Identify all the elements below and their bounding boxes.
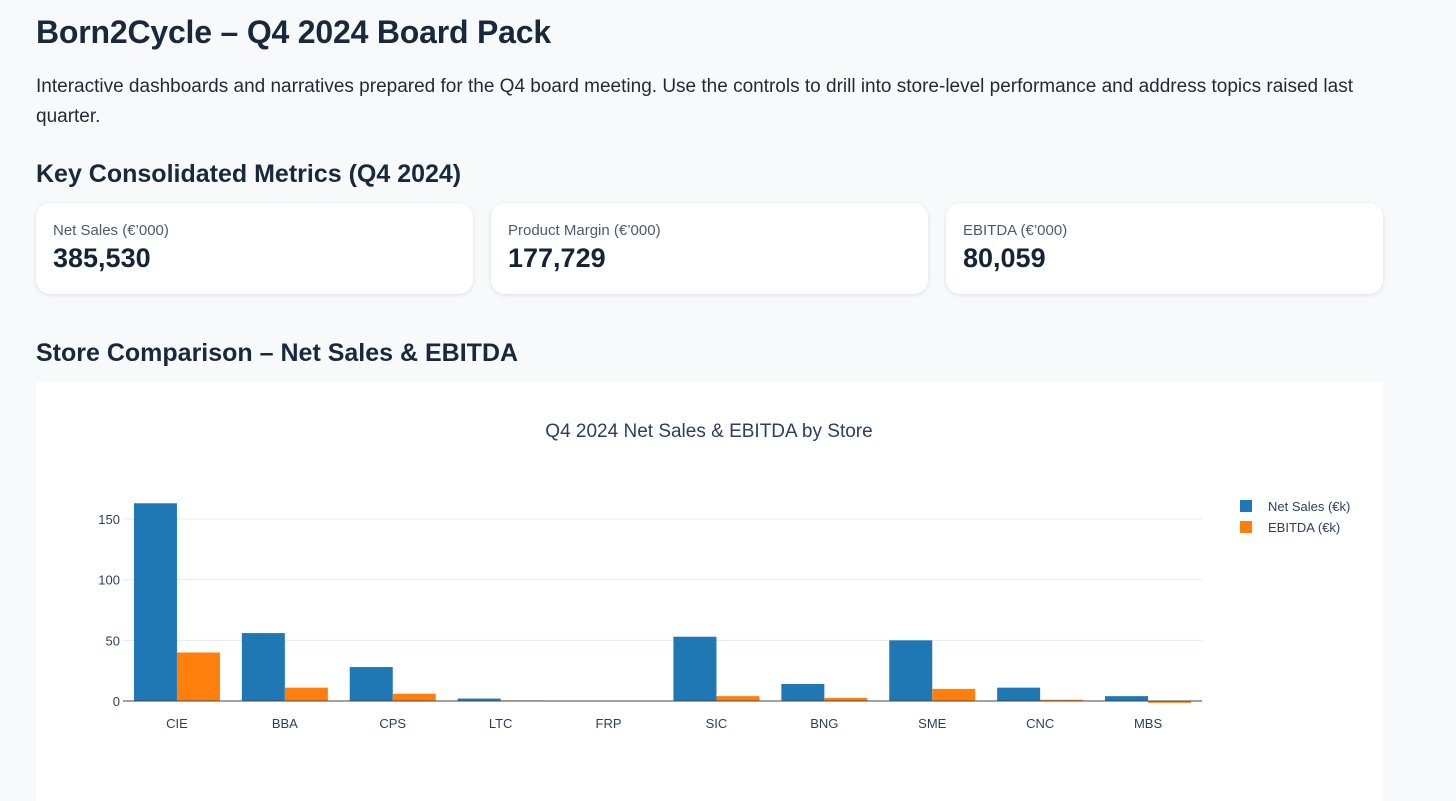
store-comparison-chart[interactable]: Q4 2024 Net Sales & EBITDA by Store 0 50 10… — [36, 382, 1383, 801]
store-comparison-heading: Store Comparison – Net Sales & EBITDA — [36, 339, 519, 367]
x-tick-label: BNG — [810, 716, 838, 731]
bar-net-sales-ltc — [457, 698, 501, 701]
bar-net-sales-sic — [673, 636, 717, 701]
bar-net-sales-bng — [781, 684, 825, 701]
bar-net-sales-sme — [889, 640, 933, 701]
metric-value: 385,530 — [53, 243, 151, 273]
bar-net-sales-cps — [349, 667, 393, 701]
x-tick-label: CNC — [1026, 716, 1054, 731]
bar-net-sales-mbs — [1105, 696, 1149, 701]
chart-svg[interactable]: Q4 2024 Net Sales & EBITDA by Store 0 50 10… — [36, 382, 1383, 801]
x-tick-label: SME — [918, 716, 947, 731]
bar-ebitda-bng — [824, 697, 868, 701]
metrics-heading: Key Consolidated Metrics (Q4 2024) — [36, 160, 462, 188]
bar-ebitda-bba — [284, 687, 328, 701]
bar-ebitda-cie — [176, 652, 220, 701]
y-tick-label: 50 — [106, 633, 120, 648]
chart-title: Q4 2024 Net Sales & EBITDA by Store — [545, 421, 872, 442]
x-tick-label: CIE — [166, 716, 188, 731]
legend-label: EBITDA (€k) — [1268, 520, 1340, 535]
page-title: Born2Cycle – Q4 2024 Board Pack — [36, 14, 551, 50]
metric-value: 177,729 — [508, 243, 606, 273]
metric-label: Net Sales (€’000) — [53, 222, 169, 239]
legend-swatch — [1240, 521, 1252, 533]
metric-card-ebitda: EBITDA (€’000) 80,059 — [946, 203, 1383, 294]
bar-ebitda-cnc — [1040, 699, 1084, 701]
metric-card-net-sales: Net Sales (€’000) 385,530 — [36, 203, 473, 294]
metric-card-product-margin: Product Margin (€’000) 177,729 — [491, 203, 928, 294]
bar-ebitda-sme — [932, 688, 976, 701]
bar-ebitda-sic — [716, 696, 760, 701]
metric-label: EBITDA (€’000) — [963, 222, 1068, 239]
x-tick-label: BBA — [272, 716, 298, 731]
page-intro: Interactive dashboards and narratives pr… — [36, 76, 1353, 127]
legend-swatch — [1240, 500, 1252, 512]
bar-net-sales-cie — [133, 503, 177, 701]
x-tick-label: LTC — [489, 716, 513, 731]
x-tick-label: MBS — [1134, 716, 1163, 731]
x-tick-label: FRP — [596, 716, 622, 731]
bar-ebitda-mbs — [1148, 701, 1192, 703]
y-tick-label: 0 — [113, 694, 120, 709]
metric-label: Product Margin (€’000) — [508, 222, 661, 239]
y-tick-label: 100 — [98, 573, 120, 588]
x-tick-label: CPS — [379, 716, 406, 731]
x-tick-label: SIC — [706, 716, 728, 731]
bar-ebitda-cps — [392, 693, 436, 701]
bar-net-sales-bba — [241, 633, 285, 701]
legend-label: Net Sales (€k) — [1268, 499, 1350, 514]
bar-net-sales-cnc — [997, 687, 1041, 701]
metric-value: 80,059 — [963, 243, 1046, 273]
y-tick-label: 150 — [98, 512, 120, 527]
metric-cards: Net Sales (€’000) 385,530 Product Margin… — [36, 203, 1383, 294]
